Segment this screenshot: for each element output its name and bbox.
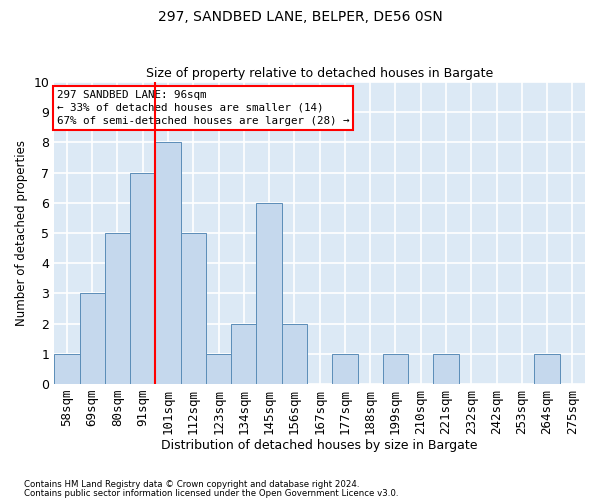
Bar	[256, 203, 282, 384]
Text: Contains public sector information licensed under the Open Government Licence v3: Contains public sector information licen…	[24, 490, 398, 498]
Bar	[383, 354, 408, 384]
Bar	[282, 324, 307, 384]
Text: 297 SANDBED LANE: 96sqm
← 33% of detached houses are smaller (14)
67% of semi-de: 297 SANDBED LANE: 96sqm ← 33% of detache…	[57, 90, 349, 126]
Text: Contains HM Land Registry data © Crown copyright and database right 2024.: Contains HM Land Registry data © Crown c…	[24, 480, 359, 489]
Bar	[80, 294, 105, 384]
Bar	[535, 354, 560, 384]
Bar	[155, 142, 181, 384]
Title: Size of property relative to detached houses in Bargate: Size of property relative to detached ho…	[146, 66, 493, 80]
Bar	[206, 354, 231, 384]
Bar	[105, 233, 130, 384]
Bar	[332, 354, 358, 384]
Bar	[433, 354, 458, 384]
X-axis label: Distribution of detached houses by size in Bargate: Distribution of detached houses by size …	[161, 440, 478, 452]
Text: 297, SANDBED LANE, BELPER, DE56 0SN: 297, SANDBED LANE, BELPER, DE56 0SN	[158, 10, 442, 24]
Bar	[130, 172, 155, 384]
Bar	[181, 233, 206, 384]
Y-axis label: Number of detached properties: Number of detached properties	[15, 140, 28, 326]
Bar	[54, 354, 80, 384]
Bar	[231, 324, 256, 384]
